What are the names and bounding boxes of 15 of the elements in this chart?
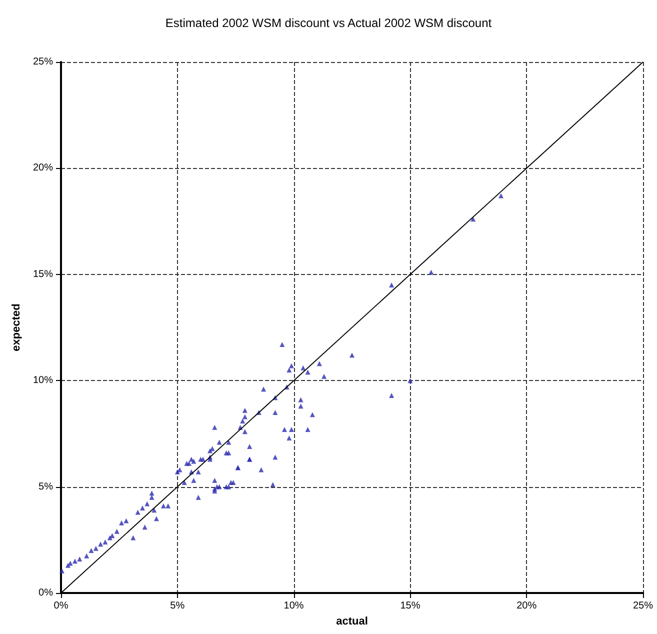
y-tick-label: 25% — [32, 56, 54, 68]
y-tick-label: 20% — [32, 162, 54, 174]
x-tick-label: 5% — [170, 600, 185, 612]
y-tick-label: 0% — [38, 588, 54, 598]
x-axis-title: actual — [336, 615, 368, 628]
x-tick-label: 20% — [516, 600, 537, 612]
x-tick-label: 15% — [400, 600, 420, 612]
x-tick-label: 25% — [632, 600, 654, 612]
y-tick-label: 5% — [38, 481, 54, 492]
y-tick-label: 10% — [32, 375, 54, 386]
y-axis-title: expected — [10, 304, 23, 352]
y-tick-label: 15% — [32, 268, 54, 280]
chart-title: Estimated 2002 WSM discount vs Actual 2002 WSM discount — [165, 16, 492, 30]
x-tick-label: 0% — [54, 600, 68, 612]
x-tick-label: 10% — [284, 600, 304, 612]
